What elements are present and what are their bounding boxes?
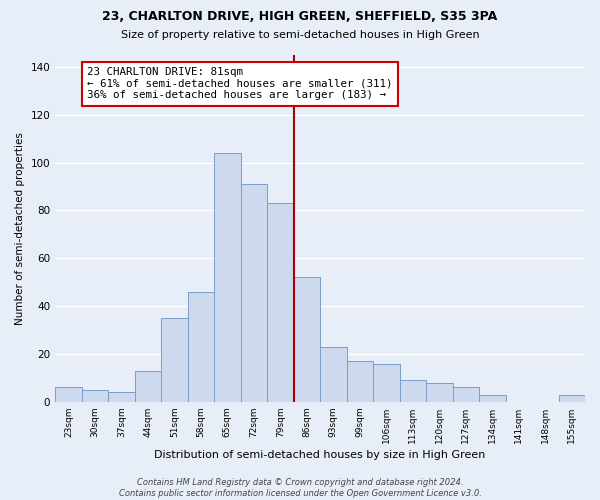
X-axis label: Distribution of semi-detached houses by size in High Green: Distribution of semi-detached houses by … bbox=[154, 450, 486, 460]
Bar bbox=[400, 380, 426, 402]
Bar bbox=[320, 347, 347, 402]
Bar bbox=[55, 388, 82, 402]
Bar bbox=[293, 278, 320, 402]
Bar bbox=[108, 392, 134, 402]
Bar bbox=[134, 370, 161, 402]
Bar bbox=[188, 292, 214, 402]
Text: Size of property relative to semi-detached houses in High Green: Size of property relative to semi-detach… bbox=[121, 30, 479, 40]
Bar bbox=[241, 184, 267, 402]
Bar bbox=[347, 361, 373, 402]
Bar bbox=[479, 394, 506, 402]
Bar bbox=[373, 364, 400, 402]
Text: Contains HM Land Registry data © Crown copyright and database right 2024.
Contai: Contains HM Land Registry data © Crown c… bbox=[119, 478, 481, 498]
Bar bbox=[214, 153, 241, 402]
Bar bbox=[559, 394, 585, 402]
Text: 23, CHARLTON DRIVE, HIGH GREEN, SHEFFIELD, S35 3PA: 23, CHARLTON DRIVE, HIGH GREEN, SHEFFIEL… bbox=[103, 10, 497, 23]
Bar bbox=[452, 388, 479, 402]
Y-axis label: Number of semi-detached properties: Number of semi-detached properties bbox=[15, 132, 25, 325]
Bar bbox=[267, 204, 293, 402]
Bar bbox=[161, 318, 188, 402]
Bar bbox=[426, 382, 452, 402]
Bar bbox=[82, 390, 108, 402]
Text: 23 CHARLTON DRIVE: 81sqm
← 61% of semi-detached houses are smaller (311)
36% of : 23 CHARLTON DRIVE: 81sqm ← 61% of semi-d… bbox=[87, 67, 392, 100]
